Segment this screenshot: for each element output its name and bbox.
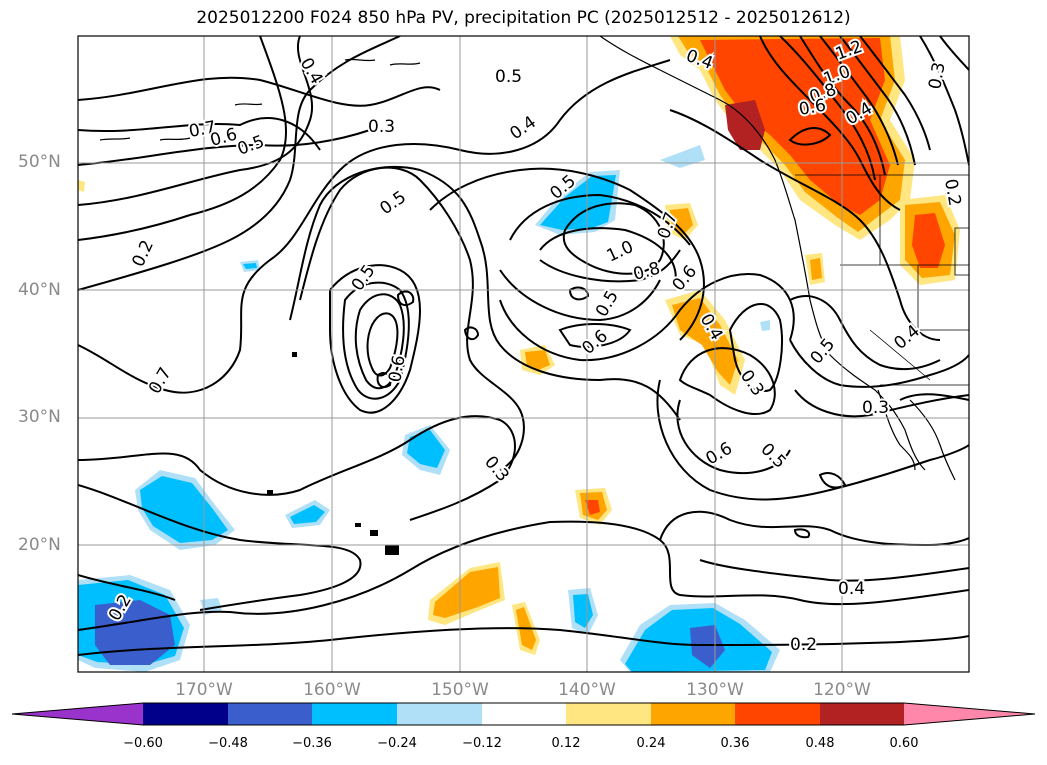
political-borders bbox=[795, 174, 969, 386]
colorbar-tick-label: −0.12 bbox=[462, 736, 502, 751]
contour-label: 0.3 bbox=[862, 398, 889, 418]
pv-contours bbox=[78, 36, 969, 656]
colorbar-swatch bbox=[397, 703, 482, 725]
colorbar-tick-label: 0.48 bbox=[805, 736, 835, 751]
contour-label: 0.3 bbox=[368, 117, 395, 137]
lon-label: 150°W bbox=[431, 680, 489, 700]
coastlines bbox=[99, 36, 956, 481]
colorbar bbox=[11, 702, 1036, 726]
lon-label: 160°W bbox=[303, 680, 361, 700]
colorbar-tick-label: 0.12 bbox=[551, 736, 581, 751]
lat-label: 50°N bbox=[18, 152, 61, 172]
colorbar-swatch bbox=[143, 703, 228, 725]
colorbar-tick-label: 0.36 bbox=[720, 736, 750, 751]
colorbar-tick-label: −0.60 bbox=[123, 736, 163, 751]
contour-label: 0.5 bbox=[495, 67, 522, 87]
gridlines bbox=[78, 36, 969, 672]
colorbar-extend-left bbox=[12, 703, 143, 725]
colorbar-tick-label: −0.24 bbox=[377, 736, 417, 751]
contour-label: 0.4 bbox=[838, 579, 865, 599]
colorbar-swatch bbox=[735, 703, 820, 725]
map-title: 2025012200 F024 850 hPa PV, precipitatio… bbox=[196, 8, 851, 28]
colorbar-tick-label: 0.60 bbox=[889, 736, 919, 751]
lat-label: 40°N bbox=[18, 280, 61, 300]
lon-label: 130°W bbox=[686, 680, 744, 700]
lat-label: 30°N bbox=[18, 407, 61, 427]
colorbar-tick-label: −0.48 bbox=[208, 736, 248, 751]
lon-label: 140°W bbox=[558, 680, 616, 700]
colorbar-swatch bbox=[566, 703, 651, 725]
lon-label: 170°W bbox=[175, 680, 233, 700]
lat-label: 20°N bbox=[18, 535, 61, 555]
map-frame bbox=[77, 35, 970, 673]
islands bbox=[267, 352, 399, 555]
colorbar-tick-label: 0.24 bbox=[636, 736, 666, 751]
colorbar-extend-right bbox=[904, 703, 1035, 725]
colorbar-swatch bbox=[312, 703, 397, 725]
lon-label: 120°W bbox=[813, 680, 871, 700]
colorbar-swatch bbox=[482, 703, 566, 725]
colorbar-tick-label: −0.36 bbox=[292, 736, 332, 751]
contour-label: 0.2 bbox=[790, 635, 817, 655]
colorbar-swatch bbox=[228, 703, 312, 725]
colorbar-swatch bbox=[820, 703, 904, 725]
colorbar-swatch bbox=[651, 703, 735, 725]
